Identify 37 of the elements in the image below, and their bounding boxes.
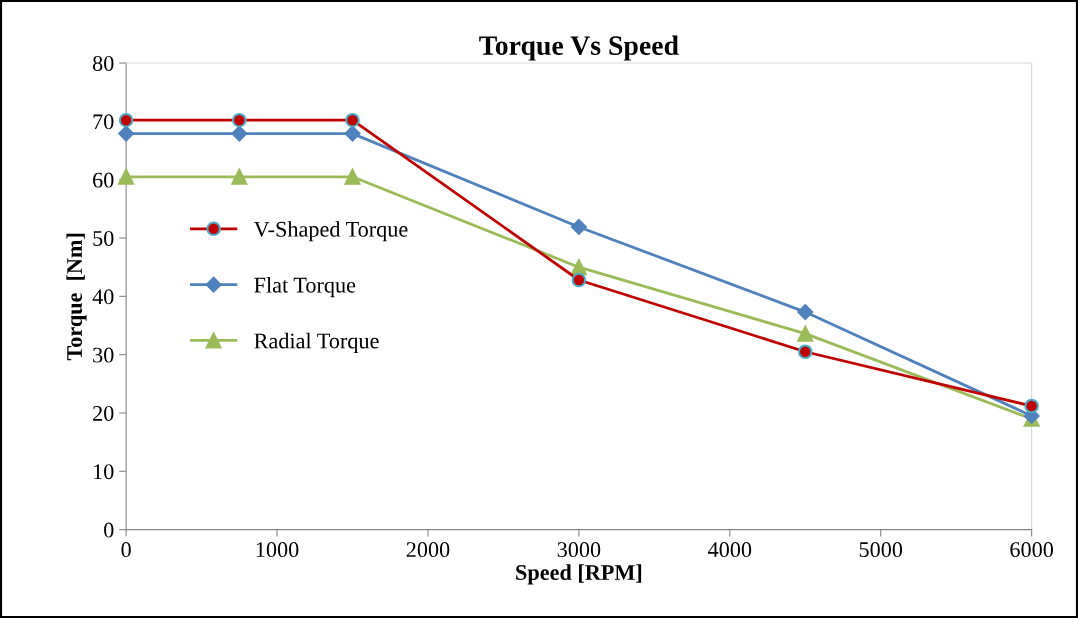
point <box>118 112 134 128</box>
y-tick-label: 50 <box>93 230 114 246</box>
x-tick-label: 6000 <box>1010 542 1054 558</box>
legend-label: Radial Torque <box>254 332 379 353</box>
point <box>232 112 247 128</box>
y-axis-title: Torque [Nm] <box>66 233 87 361</box>
x-tick-label: 3000 <box>557 542 601 558</box>
y-tick-label: 10 <box>94 464 114 480</box>
y-tick-label: 80 <box>92 55 114 71</box>
x-tick-label: 0 <box>121 542 131 558</box>
x-tick-label: 4000 <box>708 542 752 558</box>
point <box>797 344 813 360</box>
point <box>570 219 587 235</box>
x-tick-label: 1000 <box>256 542 299 558</box>
y-tick-label: 0 <box>104 522 114 538</box>
y-tick-label: 20 <box>93 405 114 421</box>
point <box>231 168 248 185</box>
point <box>345 112 360 128</box>
point <box>118 125 135 142</box>
point <box>797 304 814 320</box>
x-tick-label: 2000 <box>406 542 450 558</box>
x-axis-title: Speed [RPM] <box>516 564 642 585</box>
x-tick-label: 5000 <box>859 542 903 558</box>
y-tick-label: 40 <box>92 289 114 305</box>
point <box>797 325 814 342</box>
point <box>344 125 361 142</box>
legend-label: V-Shaped Torque <box>253 221 408 242</box>
y-tick-label: 60 <box>93 172 114 188</box>
point <box>118 168 135 185</box>
y-tick-label: 30 <box>93 347 114 363</box>
y-tick-label: 70 <box>93 114 114 130</box>
chart-title: Torque Vs Speed <box>479 35 679 61</box>
point <box>571 272 587 288</box>
legend-label: Flat Torque <box>254 276 356 298</box>
point <box>344 168 361 185</box>
point <box>231 125 248 142</box>
point <box>1024 398 1039 414</box>
